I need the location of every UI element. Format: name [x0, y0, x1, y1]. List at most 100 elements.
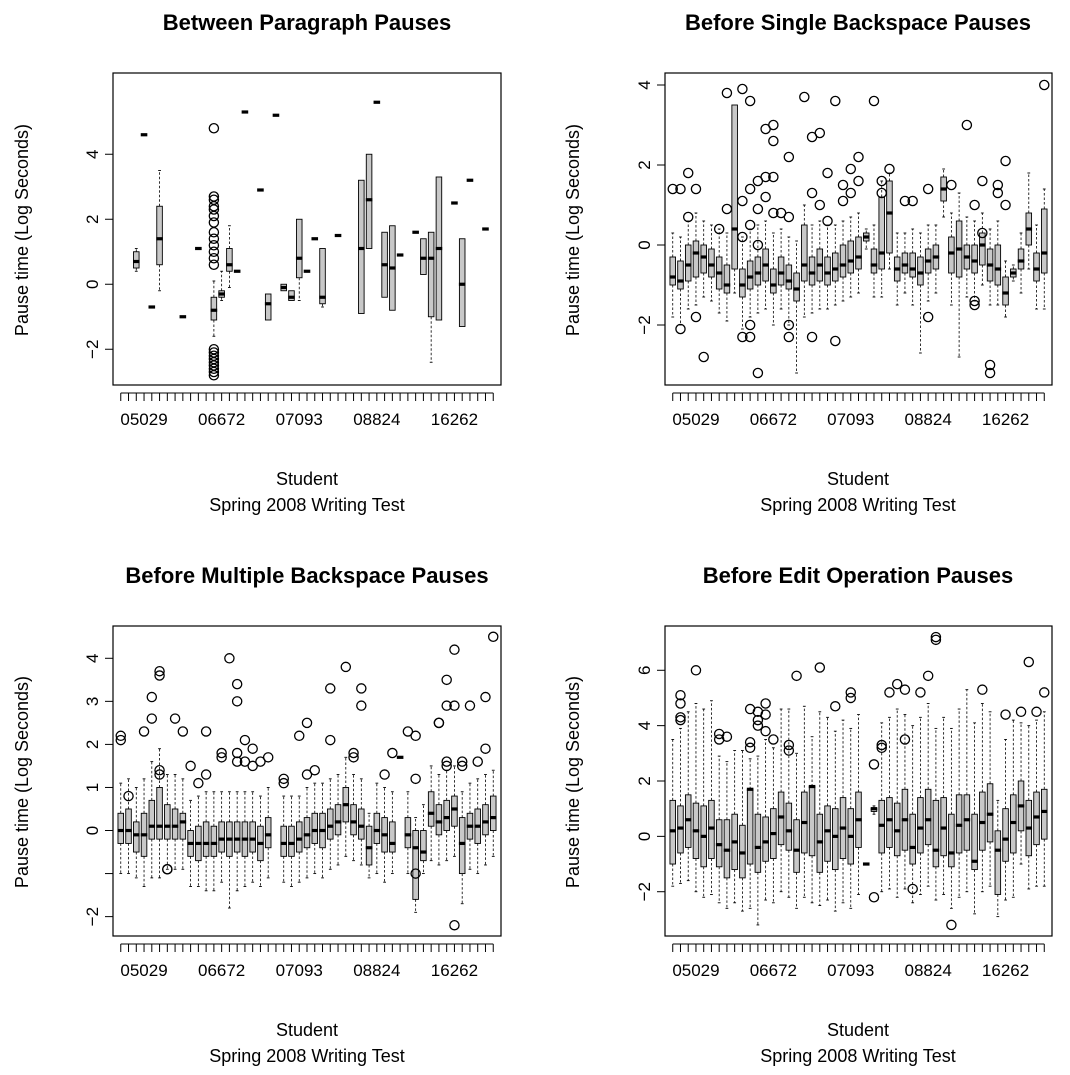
box-iqr	[1002, 808, 1009, 862]
box-iqr	[482, 804, 489, 836]
box-iqr	[785, 802, 793, 851]
outlier-point	[899, 684, 911, 695]
outlier-point	[977, 684, 988, 695]
box-iqr	[971, 813, 978, 871]
box-student	[231, 678, 243, 892]
outlier-point	[200, 726, 212, 737]
box-iqr	[264, 817, 272, 849]
box-student	[387, 747, 398, 875]
box-student	[216, 747, 227, 883]
box-student	[123, 778, 134, 875]
box-iqr	[886, 797, 893, 848]
box-iqr	[148, 799, 156, 840]
y-tick-label: 4	[635, 721, 654, 730]
box-iqr	[917, 797, 924, 854]
box-student	[169, 713, 181, 870]
box-iqr	[427, 231, 435, 318]
box-student	[768, 119, 779, 326]
box-iqr	[202, 821, 210, 857]
box-iqr	[808, 786, 816, 857]
outlier-point	[154, 769, 165, 780]
outlier-point	[1000, 709, 1011, 720]
y-tick-label: 3	[83, 697, 102, 706]
outlier-point	[760, 725, 771, 737]
outlier-point	[410, 868, 421, 879]
box-student	[464, 700, 476, 870]
outlier-point	[884, 163, 895, 175]
y-tick-label: 4	[83, 654, 102, 663]
box-student	[278, 773, 289, 883]
box-student	[744, 95, 756, 343]
outlier-point	[922, 311, 934, 323]
outlier-point	[675, 323, 686, 335]
outlier-point	[262, 752, 274, 763]
y-tick-label: 2	[83, 740, 102, 749]
outlier-point	[891, 678, 903, 690]
outlier-point	[123, 790, 134, 802]
box-iqr	[994, 830, 1002, 895]
y-tick-label: 6	[635, 666, 654, 675]
outlier-point	[768, 734, 779, 745]
box-iqr	[932, 799, 940, 868]
outlier-point	[822, 167, 833, 179]
outlier-point	[845, 692, 857, 704]
outlier-point	[154, 764, 165, 776]
box-student	[138, 726, 150, 887]
outlier-point	[830, 335, 841, 347]
box-iqr	[412, 830, 419, 900]
outlier-point	[922, 670, 934, 682]
outlier-point	[744, 319, 756, 331]
box-iqr	[427, 791, 435, 827]
outlier-point	[1039, 687, 1050, 698]
box-student	[853, 151, 864, 294]
box-student	[922, 670, 934, 887]
outlier-point	[752, 239, 764, 251]
box-student	[940, 716, 947, 895]
outlier-point	[208, 366, 220, 378]
box-student	[458, 238, 466, 327]
outlier-point	[791, 670, 802, 682]
outlier-point	[441, 760, 452, 772]
box-iqr	[288, 290, 295, 301]
box-iqr	[420, 830, 427, 862]
outlier-point	[969, 199, 980, 211]
box-student	[295, 218, 303, 301]
outlier-point	[487, 631, 499, 643]
box-student	[752, 706, 764, 926]
plot-frame	[112, 72, 502, 386]
box-student	[325, 683, 336, 870]
box-iqr	[233, 821, 241, 853]
outlier-point	[768, 171, 779, 183]
outlier-point	[216, 752, 227, 763]
box-student	[675, 183, 686, 335]
box-student	[713, 728, 725, 904]
outlier-point	[783, 319, 795, 331]
panel-title: Before Multiple Backspace Pauses	[125, 563, 488, 588]
box-student	[309, 764, 321, 875]
box-student	[963, 689, 971, 893]
box-student	[986, 711, 994, 887]
box-iqr	[948, 813, 955, 868]
box-student	[955, 192, 963, 358]
y-tick-label: −2	[635, 315, 654, 334]
outlier-point	[138, 726, 150, 737]
box-student	[226, 225, 233, 288]
box-iqr	[793, 819, 800, 873]
box-student	[441, 674, 452, 862]
box-student	[1039, 687, 1050, 887]
box-student	[690, 665, 702, 893]
outlier-point	[247, 760, 258, 772]
box-student	[946, 727, 957, 931]
box-student	[262, 752, 274, 879]
plot-frame	[664, 72, 1053, 386]
box-student	[162, 774, 173, 875]
box-student	[1000, 709, 1011, 901]
box-iqr	[708, 248, 715, 278]
outlier-point	[930, 631, 942, 643]
outlier-point	[464, 700, 476, 711]
box-student	[977, 175, 988, 286]
box-iqr	[971, 244, 978, 274]
box-student	[218, 270, 225, 301]
x-axis-label: Student	[827, 1020, 889, 1040]
outlier-point	[760, 698, 771, 709]
